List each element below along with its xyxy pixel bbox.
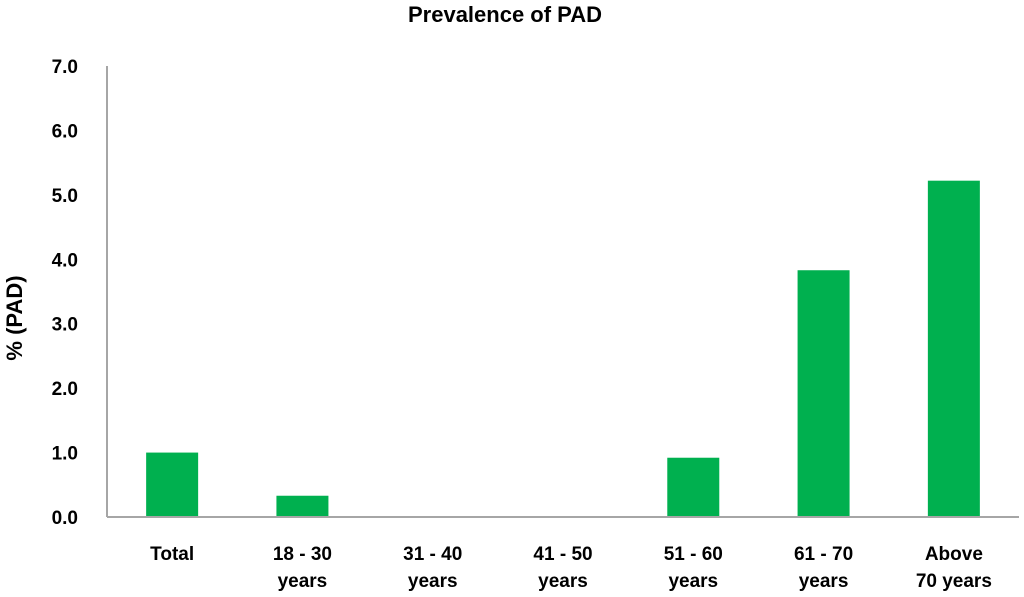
- x-category-label: years: [538, 571, 588, 592]
- x-axis-category-labels: Total 18 - 30 years 31 - 40 years 41 - 50 year…: [150, 544, 992, 592]
- chart-title: Prevalence of PAD: [408, 2, 602, 27]
- bar: [797, 270, 850, 517]
- bar: [927, 180, 980, 517]
- bar: [276, 495, 329, 517]
- x-category-label: Total: [150, 544, 194, 565]
- y-axis-ticks: 0.0 1.0 2.0 3.0 4.0 5.0 6.0 7.0: [52, 57, 78, 529]
- x-category-label: 18 - 30: [273, 544, 332, 565]
- x-category-label: Above: [925, 544, 983, 565]
- y-tick-label: 4.0: [52, 250, 78, 271]
- x-category-label: 51 - 60: [664, 544, 723, 565]
- x-category-label: 61 - 70: [794, 544, 853, 565]
- bars: [146, 180, 980, 517]
- y-tick-label: 6.0: [52, 121, 78, 142]
- y-tick-label: 7.0: [52, 57, 78, 78]
- x-category-label: years: [668, 571, 718, 592]
- bar: [146, 452, 199, 517]
- y-tick-label: 1.0: [52, 444, 78, 465]
- x-category-label: years: [799, 571, 849, 592]
- axes: [106, 66, 1019, 518]
- y-tick-label: 3.0: [52, 315, 78, 336]
- y-tick-label: 5.0: [52, 186, 78, 207]
- x-category-label: years: [408, 571, 458, 592]
- x-category-label: 41 - 50: [533, 544, 592, 565]
- y-tick-label: 2.0: [52, 379, 78, 400]
- y-tick-label: 0.0: [52, 508, 78, 529]
- x-category-label: 70 years: [916, 571, 992, 592]
- x-category-label: 31 - 40: [403, 544, 462, 565]
- bar: [667, 457, 720, 517]
- x-category-label: years: [278, 571, 328, 592]
- y-axis-label: % (PAD): [2, 275, 27, 360]
